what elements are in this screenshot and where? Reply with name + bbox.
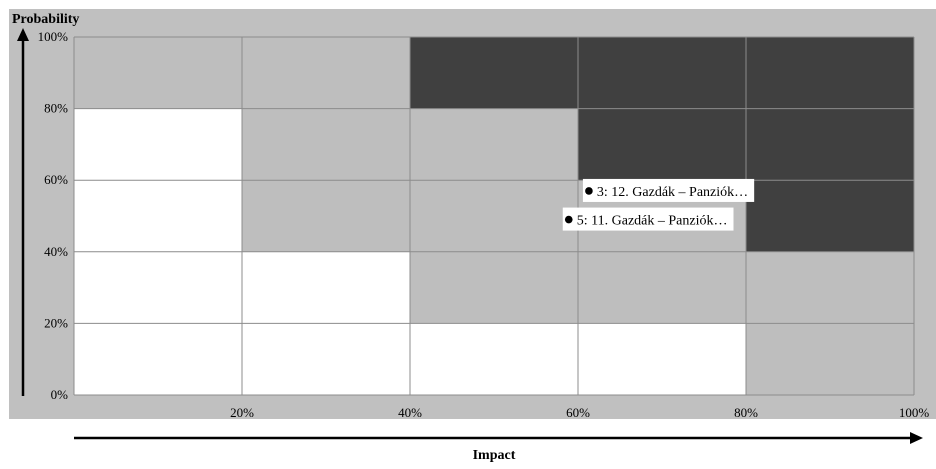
- y-tick-label: 20%: [44, 315, 68, 330]
- data-point-label: 3: 12. Gazdák – Panziók…: [597, 185, 748, 200]
- x-tick-label: 100%: [899, 405, 930, 420]
- heat-cell-medium: [242, 37, 410, 109]
- data-point-group: 3: 12. Gazdák – Panziók…: [582, 178, 755, 202]
- heat-cell-medium: [746, 251, 914, 324]
- heat-cell-medium: [74, 37, 242, 109]
- heat-cell-medium: [242, 180, 410, 252]
- y-axis-label: Probability: [12, 12, 79, 27]
- x-axis-label: Impact: [473, 448, 516, 463]
- heat-cell-medium: [410, 180, 578, 252]
- heat-cell-low: [242, 251, 410, 324]
- heat-cell-high: [746, 108, 914, 181]
- x-tick-label: 40%: [398, 405, 422, 420]
- heat-cell-medium: [410, 108, 578, 181]
- data-points: 3: 12. Gazdák – Panziók… 5: 11. Gazdák – …: [562, 178, 755, 231]
- heat-cell-high: [578, 108, 746, 181]
- data-point-marker: [564, 215, 573, 224]
- heat-cell-medium: [242, 108, 410, 181]
- heat-cell-high: [746, 37, 914, 109]
- heat-cells: [74, 37, 914, 395]
- heat-cell-low: [242, 323, 410, 395]
- heat-cell-high: [746, 180, 914, 252]
- x-axis-arrowhead: [910, 432, 923, 444]
- heat-cell-high: [410, 37, 578, 109]
- x-tick-label: 80%: [734, 405, 758, 420]
- y-tick-label: 100%: [38, 29, 69, 44]
- grid-lines: [73, 36, 915, 396]
- y-axis-arrowhead: [17, 28, 29, 41]
- heat-cell-low: [74, 323, 242, 395]
- y-tick-label: 40%: [44, 244, 68, 259]
- x-tick-label: 20%: [230, 405, 254, 420]
- y-tick-label: 0%: [51, 387, 69, 402]
- y-tick-label: 60%: [44, 172, 68, 187]
- heat-cell-low: [74, 180, 242, 252]
- data-point-group: 5: 11. Gazdák – Panziók…: [562, 207, 734, 231]
- data-point-label: 5: 11. Gazdák – Panziók…: [577, 214, 728, 229]
- y-tick-label: 80%: [44, 101, 68, 116]
- heat-cell-medium: [578, 251, 746, 324]
- heat-cell-low: [74, 251, 242, 324]
- data-point-label-box: [582, 178, 755, 202]
- heat-cell-low: [410, 323, 578, 395]
- heat-cell-medium: [410, 251, 578, 324]
- data-point-label-box: [562, 207, 734, 231]
- y-tick-labels: 0% 20% 40% 60% 80% 100%: [38, 29, 69, 402]
- data-point-marker: [585, 187, 593, 195]
- heat-cell-low: [74, 108, 242, 181]
- x-tick-labels: 20% 40% 60% 80% 100%: [230, 405, 929, 420]
- x-tick-label: 60%: [566, 405, 590, 420]
- heat-cell-high: [578, 37, 746, 109]
- heat-cell-low: [578, 323, 746, 395]
- heat-cell-medium: [746, 323, 914, 395]
